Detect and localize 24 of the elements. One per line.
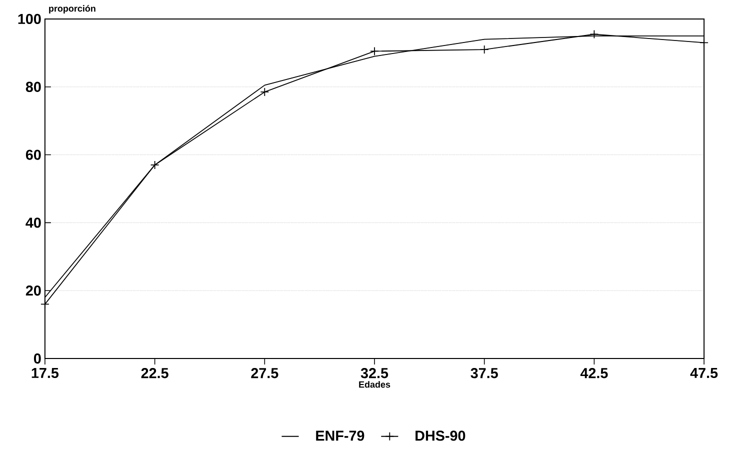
x-axis-title: Edades — [359, 380, 390, 388]
x-tick-label: 17.5 — [32, 368, 59, 378]
point — [370, 46, 379, 56]
y-tick-label: 60 — [26, 150, 41, 160]
y-axis-title: proporción — [49, 4, 96, 14]
legend-label: ENF-79 — [316, 430, 364, 441]
x-tick-label: 42.5 — [580, 368, 608, 378]
x-tick-label: 32.5 — [360, 368, 388, 378]
y-tick-label: 20 — [26, 285, 41, 296]
point — [480, 44, 489, 54]
point — [40, 300, 50, 308]
y-tick-label: 80 — [26, 82, 41, 92]
point — [260, 87, 270, 96]
y-tick-label: 100 — [18, 14, 41, 24]
x-tick-label: 47.5 — [690, 368, 718, 378]
point — [700, 38, 708, 47]
y-tick-label: 0 — [34, 353, 41, 364]
x-tick-label: 27.5 — [251, 368, 278, 378]
x-tick-label: 22.5 — [141, 368, 168, 378]
point — [150, 160, 160, 170]
y-tick-label: 40 — [26, 217, 41, 228]
x-tick-label: 37.5 — [470, 368, 498, 378]
legend-label: DHS-90 — [416, 430, 466, 441]
point — [590, 30, 599, 39]
